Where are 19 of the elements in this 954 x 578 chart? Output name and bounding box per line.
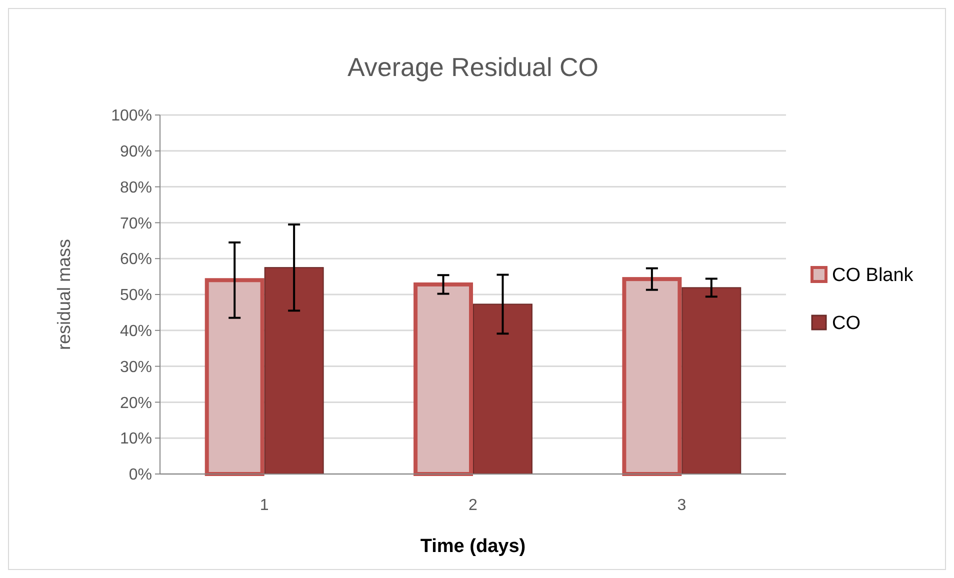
y-tick-label: 20%	[120, 394, 152, 412]
x-tick-label: 1	[260, 497, 269, 514]
x-tick-label: 2	[468, 497, 478, 514]
y-tick-label: 0%	[128, 466, 152, 484]
y-tick-label: 40%	[120, 323, 152, 340]
y-tick-label: 100%	[111, 108, 152, 125]
x-tick-label: 3	[677, 497, 686, 514]
y-tick-label: 30%	[120, 358, 152, 376]
y-tick-label: 70%	[120, 215, 152, 232]
y-tick-label: 90%	[120, 144, 152, 160]
y-axis-title: residual mass	[54, 238, 74, 350]
y-tick-label: 10%	[120, 430, 152, 448]
legend-label: CO	[832, 313, 860, 334]
y-tick-label: 50%	[120, 287, 152, 304]
y-tick-label: 80%	[120, 179, 152, 196]
y-tick-label: 60%	[120, 251, 152, 268]
x-axis-title: Time (days)	[420, 536, 526, 557]
legend-label: CO Blank	[832, 265, 914, 286]
chart-title: Average Residual CO	[348, 52, 598, 82]
